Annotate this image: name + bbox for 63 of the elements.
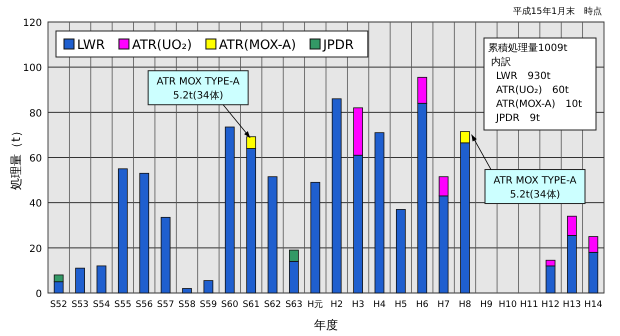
y-tick-label: 20	[29, 244, 42, 255]
annotation: JPDR 9t	[495, 113, 540, 124]
bar	[182, 288, 192, 294]
x-tick-label: S62	[264, 300, 282, 310]
x-tick-label: H7	[437, 300, 450, 310]
x-tick-label: S61	[242, 300, 260, 310]
bar	[374, 132, 384, 294]
annotation: ATR(UO₂) 60t	[496, 85, 569, 96]
x-tick-label: H3	[352, 300, 364, 310]
x-tick-label: H10	[498, 300, 518, 310]
x-tick-label: H11	[520, 300, 538, 310]
x-axis-title: 年度	[314, 318, 338, 332]
x-tick-label: S52	[50, 300, 68, 310]
x-tick-label: H5	[394, 300, 408, 310]
bar	[160, 216, 171, 294]
legend-label: JPDR	[322, 38, 354, 53]
bar	[310, 182, 320, 294]
y-tick-label: 60	[29, 154, 42, 164]
y-tick-label: 120	[22, 18, 42, 29]
y-tick-label: 0	[36, 289, 42, 300]
annotation: 内訳	[491, 56, 511, 68]
y-tick-label: 80	[29, 108, 42, 120]
annotation: LWR 930t	[496, 71, 551, 82]
bar	[139, 172, 150, 294]
bar	[268, 176, 278, 294]
bar	[224, 126, 235, 294]
y-tick-label: 40	[29, 198, 42, 210]
legend-label: LWR	[77, 38, 105, 53]
annotation: ATR MOX TYPE-A 5.2t(34体)	[494, 176, 577, 201]
x-tick-label: S59	[200, 300, 218, 310]
bar	[118, 168, 128, 294]
x-tick-label: H6	[416, 300, 429, 310]
annotation: 累積処理量1009t	[488, 42, 568, 54]
x-tick-label: S54	[92, 300, 110, 310]
x-tick-label: S53	[71, 300, 89, 310]
x-tick-label: H元	[307, 299, 324, 310]
x-tick-label: H8	[458, 300, 472, 310]
y-tick-label: 100	[22, 63, 42, 74]
legend-label: ATR(UO₂)	[132, 38, 192, 53]
x-tick-label: S55	[114, 300, 132, 310]
x-tick-label: H4	[373, 300, 386, 310]
x-tick-label: S56	[136, 300, 154, 310]
bar	[203, 280, 214, 294]
x-tick-label: H2	[330, 300, 343, 310]
x-tick-label: H13	[562, 300, 582, 310]
x-tick-label: H9	[480, 300, 493, 310]
y-axis-title: 処理量（t）	[9, 125, 23, 190]
bar	[396, 209, 406, 294]
x-tick-label: S60	[221, 300, 239, 310]
x-tick-label: S58	[178, 300, 196, 310]
x-tick-label: S63	[285, 300, 303, 310]
annotation: ATR MOX TYPE-A 5.2t(34体)	[156, 76, 240, 102]
x-tick-label: H12	[541, 300, 560, 310]
legend-label: ATR(MOX-A)	[218, 38, 296, 53]
text: 平成15年1月末 時点	[512, 6, 602, 17]
x-tick-label: S57	[157, 300, 174, 310]
bar	[75, 268, 85, 294]
bar	[96, 266, 106, 294]
callout: ATR MOX TYPE-A 5.2t(34体)	[484, 169, 586, 204]
annotation: ATR(MOX-A) 10t	[496, 99, 582, 110]
callout: ATR MOX TYPE-A 5.2t(34体)	[148, 70, 249, 106]
x-tick-label: H14	[584, 300, 603, 310]
bar	[332, 98, 342, 294]
